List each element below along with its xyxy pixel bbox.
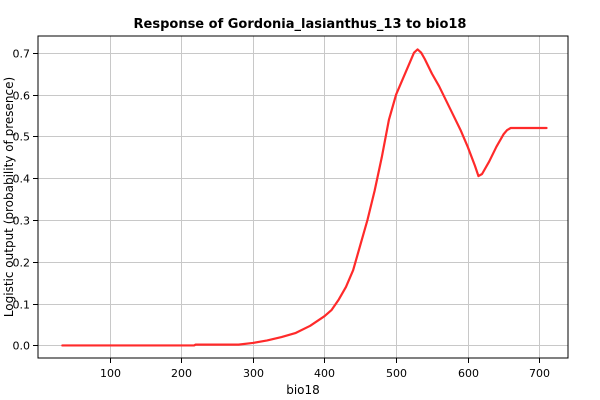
- grid-layer: [38, 36, 568, 358]
- ticks-layer: 100 200 300 400 500 600 700 0.0 0.1 0.2 0.3 0.4 0.5 0…: [13, 48, 551, 381]
- y-tick-label: 0.1: [13, 299, 31, 312]
- y-tick-label: 0.0: [13, 340, 31, 353]
- x-tick-label: 700: [529, 367, 550, 380]
- x-axis-label: bio18: [286, 383, 320, 397]
- x-tick-label: 200: [171, 367, 192, 380]
- series-line: [61, 48, 548, 347]
- x-tick-label: 600: [458, 367, 479, 380]
- y-tick-label: 0.4: [13, 173, 31, 186]
- y-axis-label: Logistic output (probability of presence…: [2, 77, 16, 317]
- plot-frame: [37, 35, 569, 359]
- y-tick-label: 0.7: [13, 48, 31, 61]
- y-tick-label: 0.3: [13, 215, 31, 228]
- x-tick-label: 500: [386, 367, 407, 380]
- y-tick-label: 0.2: [13, 257, 31, 270]
- chart-title: Response of Gordonia_lasianthus_13 to bi…: [134, 17, 467, 32]
- data-layer: [61, 48, 548, 347]
- x-tick-label: 300: [243, 367, 264, 380]
- y-tick-label: 0.6: [13, 90, 31, 103]
- y-tick-label: 0.5: [13, 131, 31, 144]
- x-tick-label: 100: [100, 367, 121, 380]
- x-tick-label: 400: [314, 367, 335, 380]
